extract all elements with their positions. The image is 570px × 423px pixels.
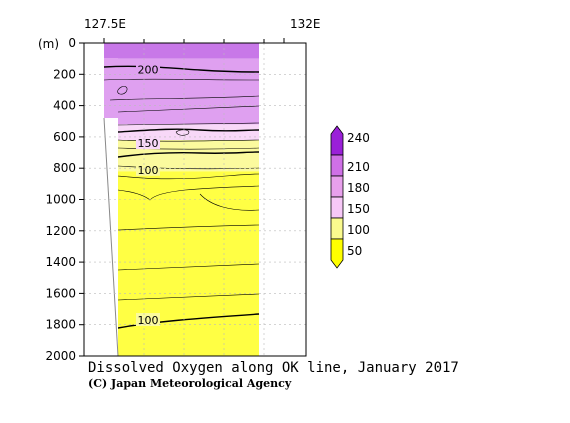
y-tick-label-400: 400 <box>53 99 76 113</box>
y-tick-label-200: 200 <box>53 67 76 81</box>
y-tick-label-1600: 1600 <box>45 286 76 300</box>
contour-label-bg-1 <box>136 136 160 150</box>
colorbar-segment-3 <box>330 196 344 219</box>
upper-left-dark-purple <box>104 43 140 58</box>
oxygen-band-2 <box>118 124 259 141</box>
colorbar-label-180: 180 <box>347 181 370 195</box>
colorbar-segment-0 <box>330 125 344 156</box>
bottom-boundary-line <box>103 117 119 357</box>
contour-label-1: 150 <box>138 137 159 150</box>
gridlines <box>84 43 306 356</box>
colorbar-segment-5 <box>330 238 344 269</box>
y-tick-label-2000: 2000 <box>45 349 76 363</box>
contour-lines <box>103 65 260 329</box>
contour-label-2: 100 <box>138 164 159 177</box>
contour-label-bg-0 <box>136 62 160 76</box>
y-tick-label-1400: 1400 <box>45 255 76 269</box>
y-unit-label: (m) <box>38 37 59 51</box>
y-tick-label-1800: 1800 <box>45 318 76 332</box>
upper-left-purple-region <box>104 43 118 118</box>
colorbar-segment-2 <box>330 175 344 198</box>
y-tick-label-1000: 1000 <box>45 193 76 207</box>
x-axis-top: 127.5E 132E <box>84 17 321 43</box>
colorbar-label-150: 150 <box>347 202 370 216</box>
colorbar: 240 210 180 150 100 50 <box>330 125 370 269</box>
oxygen-band-4 <box>118 171 259 356</box>
credit-text: (C) Japan Meteorological Agency <box>88 377 292 390</box>
contour-labels: 200 150 100 100 <box>136 62 160 327</box>
y-tick-label-1200: 1200 <box>45 224 76 238</box>
y-tick-label-600: 600 <box>53 130 76 144</box>
x-tick-label-132e: 132E <box>290 17 321 31</box>
contour-label-3: 100 <box>138 314 159 327</box>
colorbar-label-100: 100 <box>347 223 370 237</box>
contour-label-bg-3 <box>136 313 160 327</box>
chart-title: Dissolved Oxygen along OK line, January … <box>88 360 459 376</box>
y-axis: 0 200 400 600 800 1000 1200 1400 1600 1800 2000 <box>45 36 84 363</box>
colorbar-segment-4 <box>330 217 344 240</box>
contour-label-bg-2 <box>136 162 160 176</box>
y-tick-label-800: 800 <box>53 161 76 175</box>
colorbar-segment-1 <box>330 154 344 177</box>
colorbar-label-50: 50 <box>347 244 362 258</box>
y-tick-label-0: 0 <box>68 36 76 50</box>
contour-label-0: 200 <box>138 64 159 77</box>
x-tick-label-127-5e: 127.5E <box>84 17 126 31</box>
colorbar-label-210: 210 <box>347 160 370 174</box>
colorbar-label-240: 240 <box>347 131 370 145</box>
